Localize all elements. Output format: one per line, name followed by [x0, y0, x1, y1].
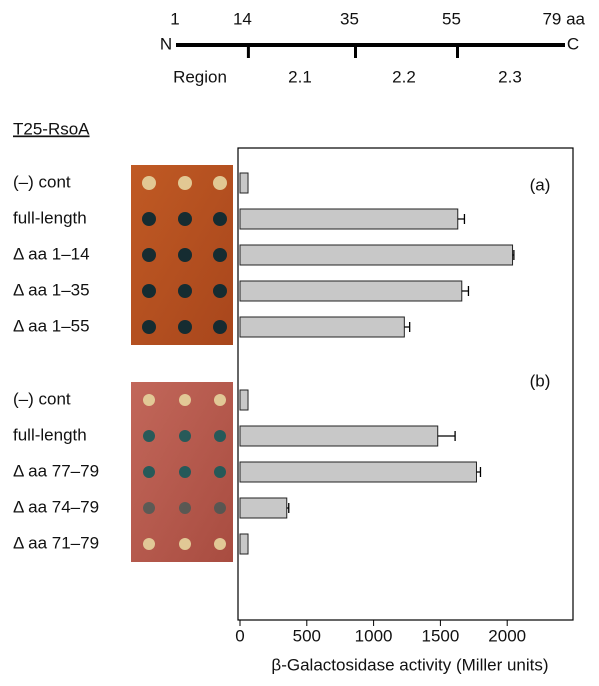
- position-label: 55: [442, 9, 461, 28]
- error-bar: [457, 214, 466, 224]
- x-axis-label: β-Galactosidase activity (Miller units): [271, 655, 548, 674]
- error-bar: [404, 322, 411, 332]
- bar: [239, 280, 463, 302]
- colony-spot: [214, 502, 226, 514]
- colony-spot: [179, 502, 191, 514]
- colony-spot: [142, 176, 156, 190]
- colony-spot: [214, 430, 226, 442]
- position-label: 79 aa: [542, 9, 585, 28]
- colony-spot: [143, 466, 155, 478]
- category-label: Δ aa 77–79: [13, 461, 99, 480]
- region-name: 2.3: [498, 67, 522, 86]
- colony-spot: [214, 394, 226, 406]
- region-name: 2.2: [392, 67, 416, 86]
- category-label: Δ aa 74–79: [13, 497, 99, 516]
- colony-spot: [214, 538, 226, 550]
- colony-spot: [143, 502, 155, 514]
- colony-spot: [142, 248, 156, 262]
- colony-spot: [179, 430, 191, 442]
- colony-spot: [178, 284, 192, 298]
- plot-frame: [237, 147, 574, 621]
- x-tick-label: 0: [235, 626, 244, 645]
- colony-spot: [142, 284, 156, 298]
- terminus-label: N: [160, 34, 172, 53]
- x-tick-label: 1500: [421, 626, 459, 645]
- error-bar: [461, 286, 470, 296]
- bar: [239, 316, 405, 338]
- panel-label: (a): [530, 175, 551, 194]
- colony-spot: [178, 176, 192, 190]
- colony-spot: [213, 320, 227, 334]
- position-label: 1: [170, 9, 179, 28]
- colony-spot: [143, 394, 155, 406]
- colony-spot: [179, 538, 191, 550]
- colony-spot: [143, 538, 155, 550]
- bar: [239, 172, 249, 194]
- error-bar: [286, 503, 290, 513]
- error-bar: [512, 250, 515, 260]
- bar: [239, 497, 288, 519]
- colony-spot: [213, 248, 227, 262]
- region-name: 2.1: [288, 67, 312, 86]
- category-label: full-length: [13, 208, 87, 227]
- error-bar: [476, 467, 482, 477]
- colony-spot: [142, 212, 156, 226]
- colony-spot: [213, 176, 227, 190]
- colony-spot: [178, 320, 192, 334]
- colony-spot: [178, 248, 192, 262]
- colony-spot: [179, 466, 191, 478]
- colony-spot: [142, 320, 156, 334]
- colony-spot: [213, 284, 227, 298]
- construct-label: T25-RsoA: [13, 119, 90, 138]
- colony-spot: [213, 212, 227, 226]
- panel-label: (b): [530, 371, 551, 390]
- x-tick-label: 500: [293, 626, 321, 645]
- bar: [239, 425, 439, 447]
- colony-spot: [143, 430, 155, 442]
- category-label: Δ aa 71–79: [13, 533, 99, 552]
- category-label: (–) cont: [13, 389, 71, 408]
- x-tick-label: 1000: [355, 626, 393, 645]
- bar: [239, 533, 249, 555]
- error-bar: [437, 431, 456, 441]
- position-label: 14: [233, 9, 252, 28]
- bar: [239, 389, 249, 411]
- category-label: (–) cont: [13, 172, 71, 191]
- position-label: 35: [340, 9, 359, 28]
- category-label: Δ aa 1–14: [13, 244, 90, 263]
- bar: [239, 461, 477, 483]
- colony-spot: [179, 394, 191, 406]
- x-tick-label: 2000: [488, 626, 526, 645]
- terminus-label: C: [567, 34, 579, 53]
- region-label: Region: [173, 67, 227, 86]
- colony-spot: [178, 212, 192, 226]
- category-label: Δ aa 1–55: [13, 316, 90, 335]
- bar: [239, 208, 459, 230]
- colony-spot: [214, 466, 226, 478]
- bar: [239, 244, 514, 266]
- category-label: full-length: [13, 425, 87, 444]
- category-label: Δ aa 1–35: [13, 280, 90, 299]
